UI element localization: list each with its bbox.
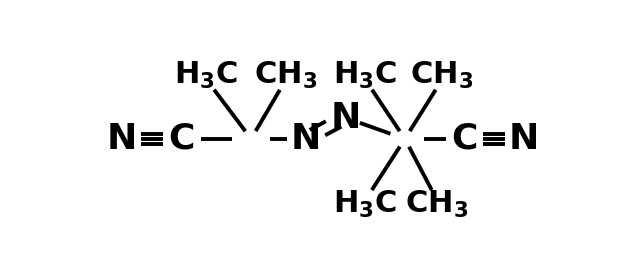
Text: $\mathbf{H_3C}$: $\mathbf{H_3C}$ bbox=[333, 189, 397, 220]
Text: N: N bbox=[330, 101, 360, 135]
Text: C: C bbox=[451, 122, 477, 156]
Text: C: C bbox=[168, 122, 195, 156]
Text: $\mathbf{CH_3}$: $\mathbf{CH_3}$ bbox=[406, 189, 468, 220]
Text: $\mathbf{H_3C}$: $\mathbf{H_3C}$ bbox=[175, 60, 239, 91]
Text: N: N bbox=[509, 122, 539, 156]
Text: N: N bbox=[291, 122, 321, 156]
Text: $\mathbf{CH_3}$: $\mathbf{CH_3}$ bbox=[410, 60, 474, 91]
Text: $\mathbf{CH_3}$: $\mathbf{CH_3}$ bbox=[254, 60, 317, 91]
Text: N: N bbox=[107, 122, 138, 156]
Text: $\mathbf{H_3C}$: $\mathbf{H_3C}$ bbox=[333, 60, 397, 91]
